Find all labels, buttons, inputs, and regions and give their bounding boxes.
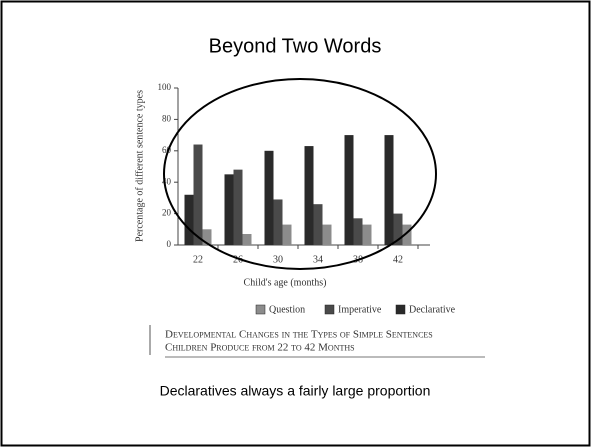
y-tick-label: 20 xyxy=(162,208,172,218)
bar xyxy=(224,174,234,245)
y-tick-label: 40 xyxy=(162,176,172,186)
x-tick-label: 22 xyxy=(193,254,203,265)
legend-label: Imperative xyxy=(338,304,382,315)
bar xyxy=(184,194,194,245)
bar xyxy=(193,144,203,245)
bar xyxy=(242,234,252,245)
y-tick-label: 80 xyxy=(162,113,172,123)
x-axis-label: Child's age (months) xyxy=(244,277,327,288)
bar xyxy=(313,204,323,245)
bar xyxy=(273,199,283,245)
x-tick-label: 30 xyxy=(273,254,283,265)
y-tick-label: 0 xyxy=(167,239,172,249)
slide-note: Declaratives always a fairly large propo… xyxy=(160,383,431,399)
y-axis-label: Percentage of different sentence types xyxy=(134,90,145,242)
legend-label: Question xyxy=(269,304,305,315)
legend-swatch xyxy=(255,304,266,315)
bar xyxy=(264,150,274,245)
highlight-ellipse xyxy=(163,78,437,270)
bar xyxy=(322,224,332,245)
legend-swatch xyxy=(324,304,335,315)
y-tick-label: 100 xyxy=(158,82,172,92)
bar xyxy=(344,135,354,245)
bar xyxy=(393,213,403,245)
x-tick-label: 42 xyxy=(393,254,403,265)
bar xyxy=(353,218,363,245)
x-tick-label: 34 xyxy=(313,254,323,265)
bar xyxy=(202,229,212,245)
x-tick-label: 26 xyxy=(233,254,243,265)
slide-title: Beyond Two Words xyxy=(209,35,382,57)
y-tick-label: 60 xyxy=(162,145,172,155)
bar xyxy=(304,146,314,245)
bar xyxy=(362,224,372,245)
bar xyxy=(402,224,412,245)
caption-line: Developmental Changes in the Types of Si… xyxy=(165,329,433,341)
legend-swatch xyxy=(395,304,406,315)
caption-line: Children Produce from 22 to 42 Months xyxy=(165,342,355,354)
bar xyxy=(282,224,292,245)
legend-label: Declarative xyxy=(409,304,456,315)
bar xyxy=(233,169,243,245)
bar xyxy=(384,135,394,245)
